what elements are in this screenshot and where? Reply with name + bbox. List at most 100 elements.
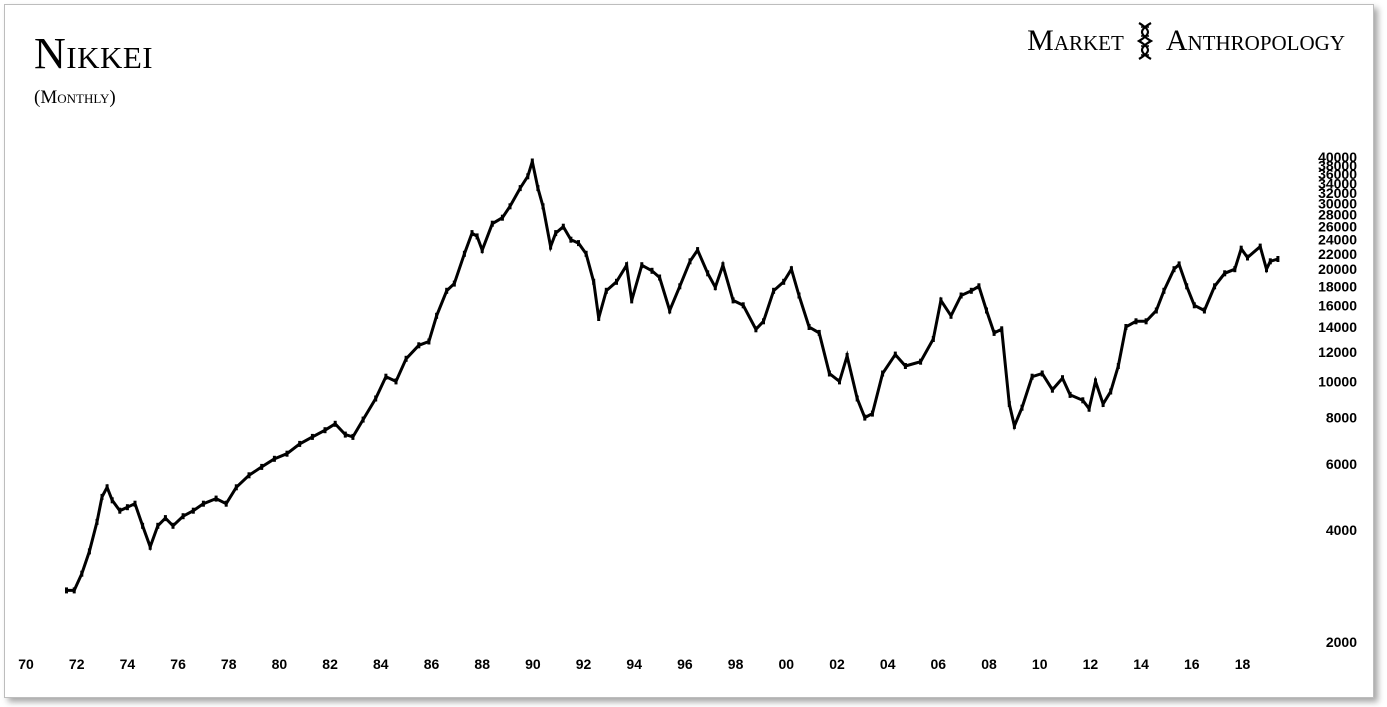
data-point: [475, 233, 479, 240]
y-tick-label: 24000: [1318, 232, 1357, 248]
data-point: [939, 297, 943, 304]
data-point: [554, 230, 558, 237]
x-tick-label: 70: [18, 656, 34, 672]
data-point: [658, 274, 662, 281]
data-point: [1101, 401, 1105, 407]
data-point: [214, 495, 218, 502]
data-point: [789, 266, 793, 273]
y-tick-label: 12000: [1318, 344, 1357, 360]
data-point: [1213, 283, 1217, 290]
data-point: [597, 315, 601, 321]
data-point: [87, 548, 91, 555]
data-point: [536, 185, 540, 192]
data-point: [870, 410, 874, 417]
x-tick-label: 98: [728, 656, 744, 672]
x-tick-label: 06: [931, 656, 947, 672]
data-point: [1007, 401, 1011, 407]
data-point: [80, 570, 84, 577]
data-point: [1177, 261, 1181, 268]
data-point: [1061, 375, 1064, 382]
x-tick-label: 80: [272, 656, 288, 672]
data-point: [1068, 391, 1072, 398]
data-point: [95, 518, 99, 525]
data-point: [1094, 378, 1097, 385]
data-point: [1192, 302, 1196, 309]
data-point: [323, 427, 327, 434]
data-point: [772, 287, 776, 294]
data-point: [181, 513, 185, 520]
data-point: [1239, 245, 1243, 252]
y-tick-label: 36000: [1318, 166, 1357, 182]
data-point: [949, 312, 953, 319]
data-point: [1233, 266, 1237, 273]
data-point: [577, 240, 580, 247]
data-point: [374, 395, 378, 402]
data-point: [384, 373, 388, 380]
data-point: [508, 203, 512, 210]
data-point: [427, 338, 431, 345]
data-point: [569, 236, 573, 243]
data-point: [1109, 388, 1113, 395]
data-point: [706, 270, 710, 277]
data-point: [1223, 270, 1227, 277]
data-point: [615, 278, 618, 285]
y-tick-label: 20000: [1318, 261, 1357, 277]
data-point: [1000, 326, 1004, 333]
data-point: [518, 185, 522, 192]
x-tick-label: 96: [677, 656, 693, 672]
data-point: [1050, 386, 1054, 393]
data-point: [452, 280, 456, 287]
y-tick-label: 32000: [1318, 185, 1357, 201]
data-point: [1258, 243, 1262, 250]
data-point: [561, 223, 565, 230]
x-tick-label: 92: [576, 656, 592, 672]
x-tick-label: 74: [120, 656, 136, 672]
data-point: [105, 484, 109, 491]
data-point: [65, 587, 68, 594]
data-point: [156, 522, 160, 529]
data-point: [1154, 307, 1158, 314]
data-point: [490, 220, 494, 227]
data-point: [762, 318, 765, 325]
data-point: [272, 455, 276, 462]
series-line: [66, 161, 1279, 592]
data-point: [435, 312, 439, 319]
x-tick-label: 18: [1235, 656, 1251, 672]
data-point: [845, 353, 849, 359]
data-point: [782, 278, 786, 285]
x-tick-label: 78: [221, 656, 237, 672]
y-tick-label: 30000: [1318, 196, 1357, 212]
data-point: [1268, 258, 1272, 265]
data-point: [931, 336, 935, 342]
data-point: [163, 515, 167, 522]
data-point: [1012, 422, 1016, 429]
data-point: [201, 500, 205, 507]
data-point: [992, 329, 996, 336]
y-tick-label: 8000: [1326, 410, 1357, 426]
data-point: [969, 287, 973, 294]
data-point: [247, 472, 251, 479]
y-tick-label: 28000: [1318, 207, 1357, 223]
data-point: [480, 247, 484, 254]
y-tick-label: 6000: [1326, 456, 1357, 472]
y-tick-label: 16000: [1318, 297, 1357, 313]
data-point: [110, 497, 114, 504]
data-point: [855, 395, 859, 402]
data-point: [310, 433, 314, 440]
data-point: [285, 450, 289, 457]
data-point: [668, 307, 672, 314]
data-point: [1020, 404, 1024, 411]
data-point: [1081, 397, 1085, 404]
data-point: [526, 173, 530, 180]
data-point: [985, 307, 988, 314]
y-tick-label: 18000: [1318, 278, 1357, 294]
x-tick-label: 82: [322, 656, 338, 672]
data-point: [500, 214, 504, 221]
x-tick-label: 14: [1133, 656, 1149, 672]
data-point: [696, 247, 700, 254]
data-point: [1040, 370, 1044, 377]
data-point: [470, 230, 474, 237]
brand-right-text: Anthropology: [1165, 24, 1345, 57]
data-point: [959, 292, 963, 299]
